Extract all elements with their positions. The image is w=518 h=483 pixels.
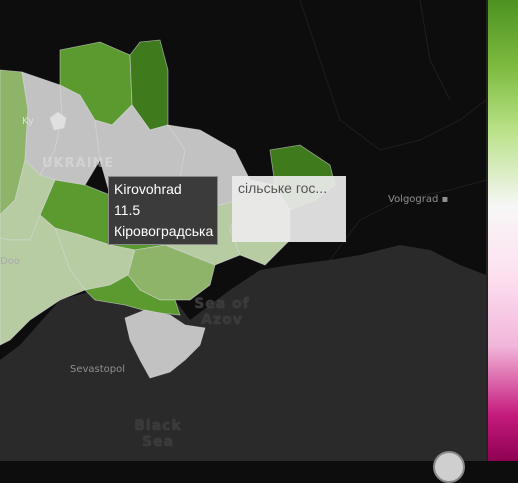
city-label-ky: Ky: [22, 116, 34, 127]
color-legend-bar: [486, 0, 518, 461]
city-label-volgograd: Volgograd ▪: [388, 194, 449, 205]
choropleth-map[interactable]: [0, 0, 518, 461]
tooltip-value: 11.5: [114, 202, 141, 218]
oblast-crimea[interactable]: [124, 309, 206, 379]
map-control-button[interactable]: [433, 451, 465, 483]
tooltip-region-en: Kirovohrad: [114, 181, 182, 197]
legend-edge: [486, 0, 488, 461]
city-label-doo: Doo: [0, 256, 20, 267]
tooltip-region-uk: Кіровоградська: [114, 223, 214, 239]
black-sea: [0, 245, 486, 461]
region-tooltip: Kirovohrad 11.5 Кіровоградська: [108, 176, 219, 245]
category-tooltip: сільське гос...: [232, 176, 346, 242]
city-label-sevastopol: Sevastopol: [70, 364, 126, 375]
oblast-odesa[interactable]: [0, 214, 86, 346]
sea-label-black: Black Sea: [134, 418, 182, 450]
country-label: UKRAINE: [42, 156, 115, 171]
sea-label-azov-text: Sea of Azov: [194, 296, 250, 328]
oblast-kyiv-city[interactable]: [49, 111, 67, 131]
oblast-kherson[interactable]: [84, 274, 181, 316]
